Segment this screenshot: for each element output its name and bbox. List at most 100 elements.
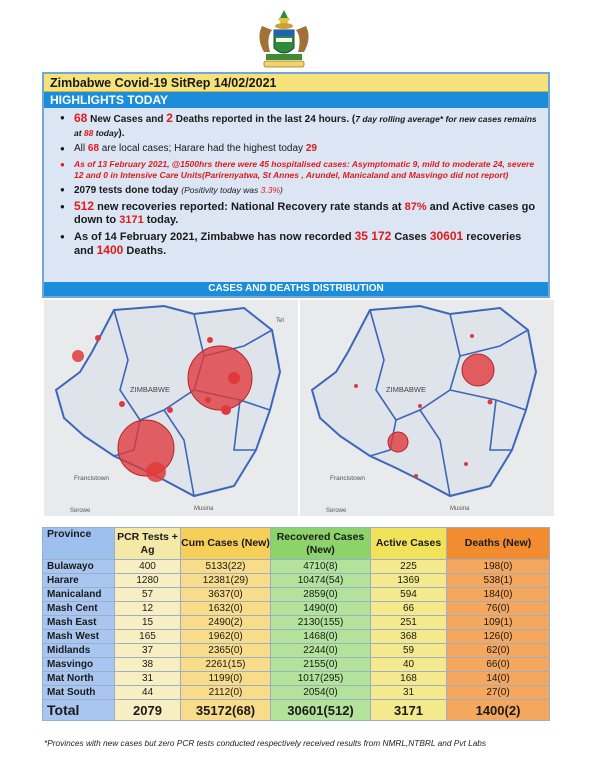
cell-cum: 2261(15) — [180, 657, 271, 672]
cell-cum: 2490(2) — [180, 615, 271, 630]
cell-rec: 1017(295) — [270, 671, 371, 686]
cell-province: Mat South — [42, 685, 115, 700]
cell-province: Mash West — [42, 629, 115, 644]
cell-act: 59 — [370, 643, 447, 658]
cell-cum: 1632(0) — [180, 601, 271, 616]
highlight-recoveries: 512 new recoveries reported: National Re… — [60, 200, 540, 227]
text: 7 day rolling average* for new cases rem… — [74, 114, 537, 138]
highlights-panel: Zimbabwe Covid-19 SitRep 14/02/2021 HIGH… — [42, 72, 550, 298]
map-musina-label: Musina — [450, 506, 470, 512]
total-act: 3171 — [370, 699, 447, 721]
table-row: Midlands 37 2365(0) 2244(0) 59 62(0) — [42, 643, 550, 658]
header-province: Province — [42, 527, 115, 560]
cell-pcr: 57 — [114, 587, 181, 602]
cell-dea: 109(1) — [446, 615, 550, 630]
cell-province: Manicaland — [42, 587, 115, 602]
cell-province: Harare — [42, 573, 115, 588]
cell-province: Bulawayo — [42, 559, 115, 574]
cell-dea: 14(0) — [446, 671, 550, 686]
total-pcr: 2079 — [114, 699, 181, 721]
highlight-local-cases: All 68 are local cases; Harare had the h… — [60, 143, 540, 156]
cases-map: ZIMBABWE Francistown Serowe Musina Tet — [44, 300, 298, 516]
cell-rec: 10474(54) — [270, 573, 371, 588]
cell-dea: 62(0) — [446, 643, 550, 658]
cell-province: Masvingo — [42, 657, 115, 672]
total-rec: 30601(512) — [270, 699, 371, 721]
province-stats-table: Province PCR Tests + Ag Cum Cases (New) … — [42, 527, 550, 721]
cell-rec: 4710(8) — [270, 559, 371, 574]
map-country-label: ZIMBABWE — [130, 385, 170, 394]
new-cases-count: 68 — [74, 111, 88, 125]
coat-of-arms-icon — [259, 10, 309, 68]
cell-cum: 1199(0) — [180, 671, 271, 686]
recoveries-count: 512 — [74, 199, 95, 213]
cell-act: 225 — [370, 559, 447, 574]
text: today. — [143, 214, 179, 226]
table-row: Mat South 44 2112(0) 2054(0) 31 27(0) — [42, 685, 550, 700]
text: tests done today — [96, 184, 182, 196]
cell-rec: 2244(0) — [270, 643, 371, 658]
text: today — [93, 127, 119, 138]
death-bubbles — [354, 334, 495, 478]
distribution-heading: CASES AND DEATHS DISTRIBUTION — [44, 282, 548, 296]
highlights-list: 68 New Cases and 2 Deaths reported in th… — [44, 108, 548, 282]
cell-act: 368 — [370, 629, 447, 644]
total-cum: 35172(68) — [180, 699, 271, 721]
cell-dea: 538(1) — [446, 573, 550, 588]
header-recovered: Recovered Cases (New) — [270, 527, 371, 560]
cell-rec: 2130(155) — [270, 615, 371, 630]
text: Cases — [391, 231, 430, 243]
cell-cum: 3637(0) — [180, 587, 271, 602]
cell-dea: 27(0) — [446, 685, 550, 700]
total-dea: 1400(2) — [446, 699, 550, 721]
text: New Cases and — [87, 114, 167, 125]
case-bubbles — [72, 335, 253, 482]
highlights-heading: HIGHLIGHTS TODAY — [44, 92, 548, 108]
table-row: Mash Cent 12 1632(0) 1490(0) 66 76(0) — [42, 601, 550, 616]
table-row: Manicaland 57 3637(0) 2859(0) 594 184(0) — [42, 587, 550, 602]
map-serowe-label: Serowe — [326, 508, 347, 514]
table-header-row: Province PCR Tests + Ag Cum Cases (New) … — [42, 527, 550, 560]
cell-dea: 66(0) — [446, 657, 550, 672]
sitrep-title: Zimbabwe Covid-19 SitRep 14/02/2021 — [44, 74, 548, 92]
map-tet-label: Tet — [276, 318, 284, 324]
deaths-map: ZIMBABWE Francistown Serowe Musina — [300, 300, 554, 516]
text: As of 14 February 2021, Zimbabwe has now… — [74, 231, 355, 243]
table-row: Mash East 15 2490(2) 2130(155) 251 109(1) — [42, 615, 550, 630]
cell-dea: 184(0) — [446, 587, 550, 602]
table-row: Bulawayo 400 5133(22) 4710(8) 225 198(0) — [42, 559, 550, 574]
cell-dea: 76(0) — [446, 601, 550, 616]
text: Deaths reported in the last 24 hours. ( — [172, 114, 356, 125]
cumulative-recoveries: 30601 — [429, 229, 464, 243]
header-cum-cases: Cum Cases (New) — [180, 527, 271, 560]
total-label: Total — [42, 699, 115, 721]
cell-cum: 2365(0) — [180, 643, 271, 658]
cell-province: Midlands — [42, 643, 115, 658]
cell-cum: 5133(22) — [180, 559, 271, 574]
map-francistown-label: Francistown — [74, 475, 109, 482]
text: recoveries and — [74, 231, 522, 257]
cell-dea: 198(0) — [446, 559, 550, 574]
cell-pcr: 31 — [114, 671, 181, 686]
positivity-rate: 3.3% — [260, 184, 281, 195]
highlight-hospitalised: As of 13 February 2021, @1500hrs there w… — [60, 159, 540, 181]
header-active: Active Cases — [370, 527, 447, 560]
cell-pcr: 400 — [114, 559, 181, 574]
cell-province: Mash Cent — [42, 601, 115, 616]
cell-cum: 12381(29) — [180, 573, 271, 588]
text: are local cases; Harare had the highest … — [99, 143, 306, 154]
active-cases-count: 3171 — [119, 214, 144, 226]
cell-act: 168 — [370, 671, 447, 686]
highlight-new-cases: 68 New Cases and 2 Deaths reported in th… — [60, 112, 540, 140]
table-row: Masvingo 38 2261(15) 2155(0) 40 66(0) — [42, 657, 550, 672]
cell-act: 40 — [370, 657, 447, 672]
cell-pcr: 37 — [114, 643, 181, 658]
harare-cases-count: 29 — [305, 143, 317, 154]
highlight-cumulative: As of 14 February 2021, Zimbabwe has now… — [60, 230, 540, 258]
cumulative-cases: 35 172 — [354, 229, 392, 243]
cell-act: 594 — [370, 587, 447, 602]
cell-act: 1369 — [370, 573, 447, 588]
new-deaths-count: 2 — [166, 111, 173, 125]
highlight-tests: 2079 tests done today (Positivity today … — [60, 184, 540, 198]
